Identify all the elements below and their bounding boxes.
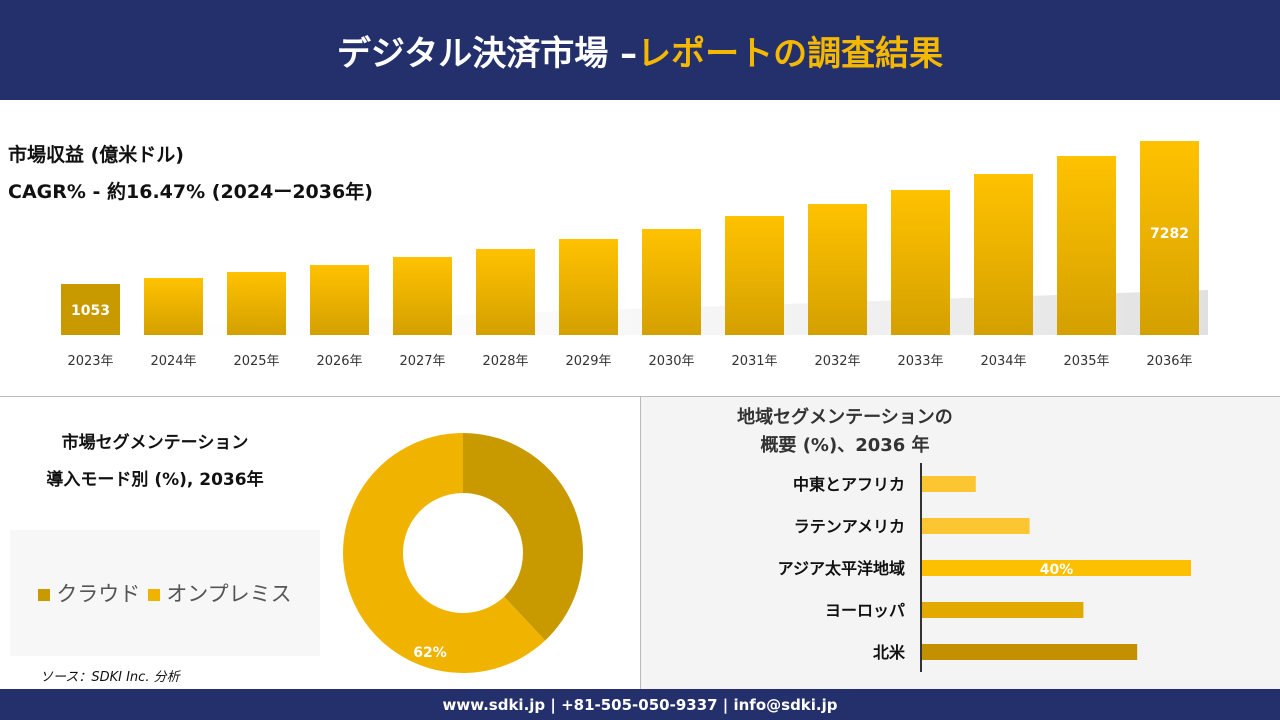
x-tick-label: 2023年 [67, 354, 113, 369]
donut-slice-オンプレミス [343, 433, 546, 673]
legend-item-onprem: オンプレミス [148, 578, 292, 608]
x-tick-label: 2033年 [897, 354, 943, 369]
x-tick-label: 2028年 [482, 354, 528, 369]
bar-2027年 [393, 256, 452, 335]
region-title-2: 概要 (%)、2036 年 [760, 435, 930, 456]
bar-北米 [922, 644, 1138, 660]
footer-contact: www.sdki.jp | +81-505-050-9337 | info@sd… [0, 689, 1280, 720]
bar-2030年 [642, 229, 701, 335]
bar-ラテンアメリカ [922, 518, 1030, 534]
bar-2028年 [476, 248, 535, 335]
donut-slice-クラウド [463, 433, 583, 641]
title-main: デジタル決済市場 – [336, 33, 638, 74]
region-title-1: 地域セグメンテーションの [737, 407, 953, 428]
bar-2023年 [61, 284, 120, 335]
cagr-label: CAGR% - 約16.47% (2024ー2036年) [8, 181, 373, 203]
deployment-donut-chart: 62% [343, 433, 583, 673]
x-tick-label: 2024年 [150, 354, 196, 369]
bar-2036年 [1140, 141, 1199, 335]
legend-swatch [148, 589, 161, 601]
x-tick-label: 2027年 [399, 354, 445, 369]
bar-中東とアフリカ [922, 476, 976, 492]
revenue-bar-chart: 2023年 1053 2024年 2025年 2026年 2027年 2028年 2029年 2… [60, 141, 1208, 369]
bar-2024年 [144, 277, 203, 335]
y-tick-label: ラテンアメリカ [794, 517, 905, 536]
title-accent: レポートの調査結果 [637, 33, 944, 74]
x-tick-label: 2036年 [1146, 354, 1192, 369]
bar-2025年 [227, 272, 286, 335]
bar-2026年 [310, 264, 369, 335]
x-tick-label: 2034年 [980, 354, 1026, 369]
data-label: 7282 [1150, 226, 1189, 242]
segment-title-1: 市場セグメンテーション [61, 433, 249, 453]
x-tick-label: 2032年 [814, 354, 860, 369]
segment-title-2: 導入モード別 (%), 2036年 [46, 470, 264, 490]
bar-ヨーロッパ [922, 602, 1084, 618]
data-label: 40% [1040, 562, 1074, 578]
bar-2035年 [1057, 155, 1116, 335]
x-tick-label: 2025年 [233, 354, 279, 369]
x-tick-label: 2030年 [648, 354, 694, 369]
y-tick-label: アジア太平洋地域 [778, 559, 905, 578]
legend-swatch [38, 589, 51, 601]
bar-2032年 [808, 203, 867, 335]
y-tick-label: 中東とアフリカ [793, 475, 905, 494]
section-divider [0, 396, 1280, 397]
y-tick-label: ヨーロッパ [825, 601, 905, 620]
legend-item-cloud: クラウド [38, 578, 140, 608]
region-title: 地域セグメンテーションの 概要 (%)、2036 年 [640, 404, 1050, 460]
revenue-label: 市場収益 (億米ドル) [8, 144, 184, 166]
header-banner: デジタル決済市場 – レポートの調査結果 [0, 0, 1280, 100]
legend-label: オンプレミス [166, 582, 292, 606]
legend-label: クラウド [56, 582, 141, 606]
bar-2033年 [891, 189, 950, 335]
x-tick-label: 2031年 [731, 354, 777, 369]
data-label: 62% [413, 645, 447, 661]
bar-2034年 [974, 173, 1033, 335]
data-label: 1053 [71, 303, 110, 319]
bar-アジア太平洋地域 [922, 560, 1191, 576]
bar-2029年 [559, 238, 618, 335]
donut-legend: クラウド オンプレミス [10, 530, 320, 656]
region-panel [640, 397, 1280, 689]
x-tick-label: 2029年 [565, 354, 611, 369]
x-tick-label: 2026年 [316, 354, 362, 369]
y-tick-label: 北米 [873, 643, 906, 662]
x-tick-label: 2035年 [1063, 354, 1109, 369]
bar-2031年 [725, 215, 784, 335]
source-note: ソース：SDKI Inc. 分析 [40, 670, 180, 685]
